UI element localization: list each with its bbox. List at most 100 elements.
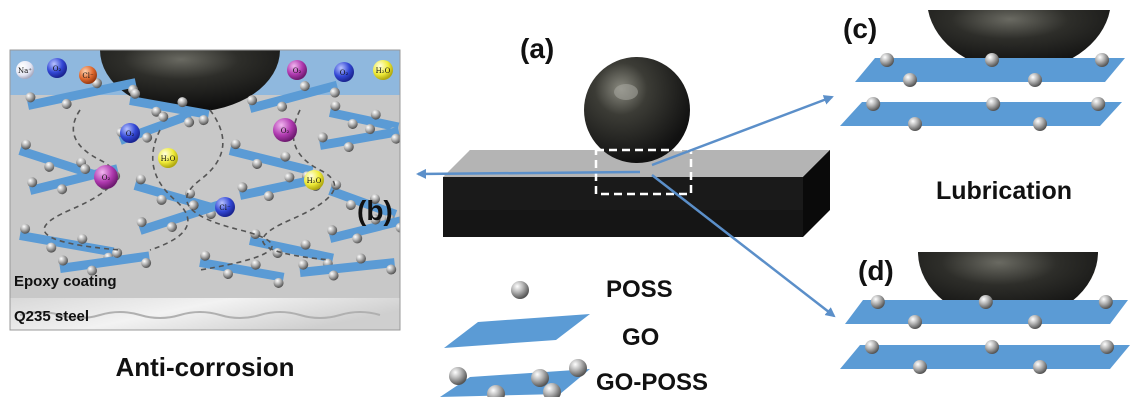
species-cl: Cl⁻ [79, 66, 97, 84]
poss-bead [142, 132, 153, 143]
poss-bead [46, 242, 57, 253]
poss-bead [391, 133, 400, 144]
poss-bead [317, 132, 328, 143]
panel-c-ball [928, 10, 1110, 72]
poss-bead [1095, 53, 1109, 67]
svg-text:O₂: O₂ [340, 69, 349, 77]
poss-bead [230, 139, 241, 150]
poss-bead [978, 295, 993, 309]
svg-text:O₂: O₂ [281, 127, 290, 135]
go-poss-sheet [845, 295, 1128, 329]
poss-bead [284, 172, 295, 183]
poss-bead [61, 98, 72, 109]
species-o2f: O₂ [94, 165, 118, 189]
svg-text:H₂O: H₂O [307, 177, 322, 185]
species-o2a: O₂ [47, 58, 67, 78]
poss-bead [1098, 295, 1113, 309]
legend-poss-marker [511, 281, 529, 299]
poss-bead [277, 101, 288, 112]
poss-bead [299, 81, 310, 92]
species-h2o1: H₂O [373, 60, 393, 80]
go-poss-sheet [57, 247, 152, 276]
epoxy-coating-label: Epoxy coating [14, 273, 117, 290]
species-o2b: O₂ [287, 60, 307, 80]
svg-text:O₂: O₂ [53, 65, 62, 73]
poss-bead [1100, 340, 1114, 354]
poss-bead [865, 340, 879, 354]
poss-bead [347, 118, 358, 129]
connector-arrows [416, 95, 836, 318]
svg-text:H₂O: H₂O [376, 67, 391, 75]
poss-bead [237, 182, 248, 193]
poss-bead [345, 200, 356, 211]
poss-bead [1028, 315, 1042, 329]
panel-b-label: (b) [357, 195, 393, 226]
go-poss-sheet [298, 253, 397, 281]
go-poss-sheet [840, 340, 1130, 374]
substrate-side [443, 177, 803, 217]
svg-text:O₂: O₂ [102, 174, 111, 182]
panel-a-substrate [443, 57, 830, 237]
poss-bead [395, 222, 400, 233]
poss-bead [252, 158, 263, 169]
poss-bead [25, 92, 36, 103]
poss-bead [20, 139, 31, 150]
poss-bead [985, 340, 999, 354]
poss-bead [880, 53, 894, 67]
substrate-top [443, 150, 830, 177]
poss-bead [158, 111, 169, 122]
panel-d-lubrication [840, 252, 1130, 374]
go-poss-sheet [199, 250, 285, 288]
go-poss-sheet [855, 53, 1125, 87]
poss-bead [298, 259, 309, 270]
corrosive-species: Na⁺ O₂ Cl⁻ O₂ O₂ H₂O O₂ H₂O O₂ O₂ H₂O Cl⁻ [16, 58, 393, 217]
go-poss-sheet [317, 124, 400, 153]
species-o2e: O₂ [273, 118, 297, 142]
poss-bead [223, 269, 234, 280]
indenter-ball [100, 50, 280, 112]
poss-bead [247, 95, 258, 106]
poss-bead [184, 117, 195, 128]
legend-go-marker [444, 314, 590, 348]
steel-label: Q235 steel [14, 308, 89, 325]
species-h2o3: H₂O [304, 170, 324, 190]
species-h2o2: H₂O [158, 148, 178, 168]
species-o2d: O₂ [120, 123, 140, 143]
poss-bead [352, 233, 363, 244]
poss-bead [177, 97, 188, 108]
svg-text:Cl⁻: Cl⁻ [219, 204, 231, 212]
poss-bead [250, 228, 261, 239]
poss-bead [188, 200, 199, 211]
lubrication-caption: Lubrication [936, 177, 1072, 205]
poss-bead [1033, 360, 1047, 374]
poss-bead [355, 253, 366, 264]
panel-c-lubrication [840, 10, 1125, 131]
poss-bead [300, 239, 311, 250]
species-na: Na⁺ [16, 61, 34, 79]
poss-bead [250, 259, 261, 270]
svg-text:O₂: O₂ [126, 130, 135, 138]
poss-bead [870, 295, 885, 309]
poss-bead [364, 124, 375, 135]
anti-corrosion-caption: Anti-corrosion [115, 352, 294, 382]
poss-bead [903, 73, 917, 87]
poss-bead [370, 109, 381, 120]
legend: POSS GO GO-POSS [440, 276, 708, 397]
svg-text:O₂: O₂ [293, 67, 302, 75]
poss-bead [135, 174, 146, 185]
poss-bead [908, 117, 922, 131]
panel-b-coating: Na⁺ O₂ Cl⁻ O₂ O₂ H₂O O₂ H₂O O₂ O₂ H₂O Cl⁻ [10, 50, 400, 330]
arrow-to-d [651, 174, 836, 318]
poss-bead [272, 248, 283, 259]
panel-c-label: (c) [843, 13, 877, 44]
poss-bead [27, 177, 38, 188]
steel-substrate [10, 298, 400, 330]
legend-poss-label: POSS [606, 276, 673, 303]
poss-bead [866, 97, 881, 111]
poss-bead [151, 106, 162, 117]
poss-bead [370, 214, 381, 225]
poss-bead [87, 265, 98, 276]
contact-zone-box [594, 148, 693, 196]
poss-bead [369, 193, 380, 204]
